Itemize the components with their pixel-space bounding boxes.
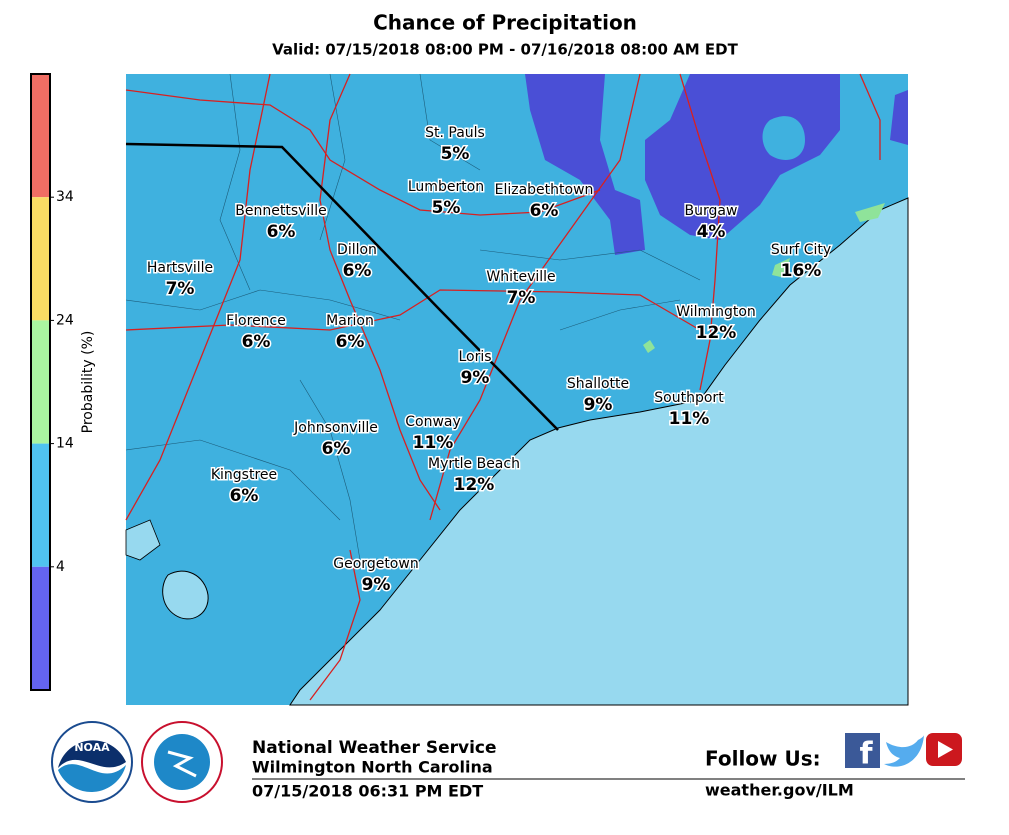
city-name: Florence [226,313,286,329]
city-probability: 4% [697,222,726,242]
city-probability: 6% [322,439,351,459]
low-prob-area [890,90,908,145]
colorbar-tick-label: 24 [56,312,74,328]
nws-logo-bolt [167,750,197,778]
higher-prob-area [643,203,885,353]
colorbar-band [31,566,50,690]
city-name: Surf City [771,242,831,258]
city-probability: 7% [507,288,536,308]
noaa-logo-wave [58,764,126,792]
city-probability: 6% [267,222,296,242]
city-name: Myrtle Beach [428,456,520,472]
city-name: Burgaw [685,203,738,219]
city-name: Loris [458,349,491,365]
city-name: Whiteville [486,269,555,285]
colorbar-label: Probability (%) [80,331,96,434]
noaa-logo-top [58,740,126,768]
city-name: Dillon [337,242,377,258]
facebook-icon[interactable] [845,733,880,768]
colorbar-band [31,320,50,444]
colorbar: Probability (%) 4 14 24 34 [30,73,96,691]
city-probability: 12% [696,323,737,343]
city-probability: 6% [230,486,259,506]
city-probability: 12% [454,475,495,495]
colorbar-tick-label: 4 [56,559,65,575]
office: National Weather Service [252,738,497,758]
city-name: Southport [654,390,724,406]
city-name: Georgetown [333,556,418,572]
noaa-logo-text: NOAA [74,741,110,754]
city-probability: 5% [441,144,470,164]
twitter-icon[interactable] [884,735,924,767]
title: Chance of Precipitation [373,11,637,35]
city-labels: St. Pauls 5% Lumberton 5% Elizabethtown 6% Ben… [145,124,832,597]
city-name: Shallotte [567,376,629,392]
lake [162,570,209,620]
city-name: Lumberton [408,179,484,195]
city-probability: 9% [362,575,391,595]
colorbar-tick-label: 14 [56,436,74,452]
city-name: Bennettsville [235,203,326,219]
colorbar-tick-label: 34 [56,189,74,205]
city-probability: 7% [166,279,195,299]
colorbar-frame [30,73,51,691]
city-probability: 9% [461,368,490,388]
lake [125,519,161,561]
city-probability: 9% [584,395,613,415]
colorbar-band [31,443,50,567]
city-name: Conway [405,414,461,430]
map-area: St. Pauls 5% Lumberton 5% Elizabethtown 6% Ben… [125,73,909,706]
follow-us: Follow Us: [705,747,821,771]
land [762,116,805,160]
location: Wilmington North Carolina [252,758,493,777]
low-prob-area [645,74,840,240]
city-name: Elizabethtown [495,182,594,198]
issued-time: 07/15/2018 06:31 PM EDT [252,782,483,801]
state-line [125,142,559,431]
youtube-glyph [938,741,953,758]
city-name: Wilmington [676,304,756,320]
city-probability: 6% [530,201,559,221]
city-name: Kingstree [211,467,277,483]
city-name: Johnsonville [293,420,378,436]
city-name: Marion [326,313,374,329]
county-lines [125,73,701,561]
city-probability: 11% [413,433,454,453]
city-probability: 11% [669,409,710,429]
low-prob-area [525,74,645,255]
city-probability: 16% [781,261,822,281]
city-name: Hartsville [147,260,213,276]
city-probability: 5% [432,198,461,218]
facebook-glyph: f [859,737,873,772]
colorbar-band [31,74,50,198]
footer: NOAA National Weather Service Wilmington… [51,721,965,803]
city-name: St. Pauls [425,125,485,141]
roads [125,73,881,701]
city-probability: 6% [343,261,372,281]
url[interactable]: weather.gov/ILM [705,781,854,800]
subtitle: Valid: 07/15/2018 08:00 PM - 07/16/2018 … [272,41,738,59]
city-probability: 6% [242,332,271,352]
ocean [289,197,909,706]
colorbar-band [31,197,50,321]
city-probability: 6% [336,332,365,352]
